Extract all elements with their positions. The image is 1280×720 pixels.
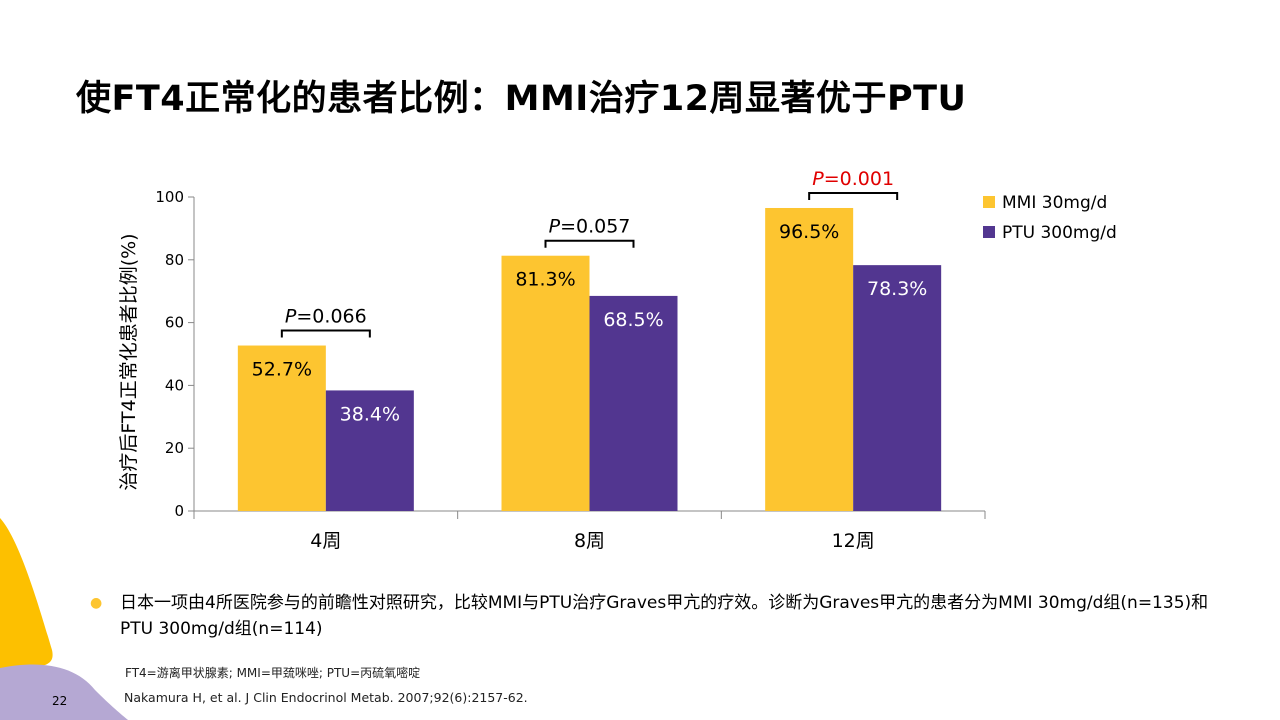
legend-swatch [983,226,995,238]
purple-shape [0,664,128,720]
slide-title: 使FT4正常化的患者比例：MMI治疗12周显著优于PTU [76,79,967,119]
legend-swatch [983,196,995,208]
x-tick-label: 8周 [574,530,605,552]
data-label: 52.7% [252,359,312,381]
bar-mmi [237,345,326,511]
x-tick-label: 12周 [832,530,875,552]
p-value-label: P=0.001 [812,168,894,190]
y-tick-label: 100 [155,188,184,206]
bar-chart: 0 20 40 60 80 100 治疗后FT4正常化患者比例(%) 4周 52.7% 38.4%… [118,168,1117,552]
bullet-dot-icon: ● [90,595,103,611]
data-label: 78.3% [867,278,927,300]
page-number: 22 [52,694,68,708]
bullet-text: 日本一项由4所医院参与的前瞻性对照研究，比较MMI与PTU治疗Graves甲亢的… [120,593,1209,639]
x-tick-label: 4周 [310,530,341,552]
legend-label: PTU 300mg/d [1002,223,1117,243]
bar-ptu [325,390,414,511]
abbreviations: FT4=游离甲状腺素; MMI=甲巯咪唑; PTU=丙硫氧嘧啶 [125,666,421,680]
bar-mmi [765,207,854,512]
bullet-item: ● 日本一项由4所医院参与的前瞻性对照研究，比较MMI与PTU治疗Graves甲… [90,590,1220,642]
significance-bracket [544,239,635,248]
y-tick-label: 60 [165,314,184,332]
decorative-shapes [0,518,128,720]
bar-ptu [853,265,942,511]
reference: Nakamura H, et al. J Clin Endocrinol Met… [124,690,528,705]
p-value-label: P=0.066 [285,306,367,328]
bar-ptu [589,295,678,511]
data-label: 38.4% [340,403,400,425]
p-value-label: P=0.057 [549,216,631,238]
y-tick-label: 0 [174,502,184,520]
y-axis-label: 治疗后FT4正常化患者比例(%) [118,233,140,490]
bar-mmi [501,255,590,511]
y-tick-label: 40 [165,376,184,394]
data-label: 96.5% [779,221,839,243]
significance-bracket [280,329,371,338]
y-tick-label: 80 [165,251,184,269]
data-label: 81.3% [515,269,575,291]
legend-label: MMI 30mg/d [1002,193,1107,213]
yellow-shape [0,518,53,668]
y-tick-label: 20 [165,439,184,457]
significance-bracket [808,191,899,200]
data-label: 68.5% [603,309,663,331]
